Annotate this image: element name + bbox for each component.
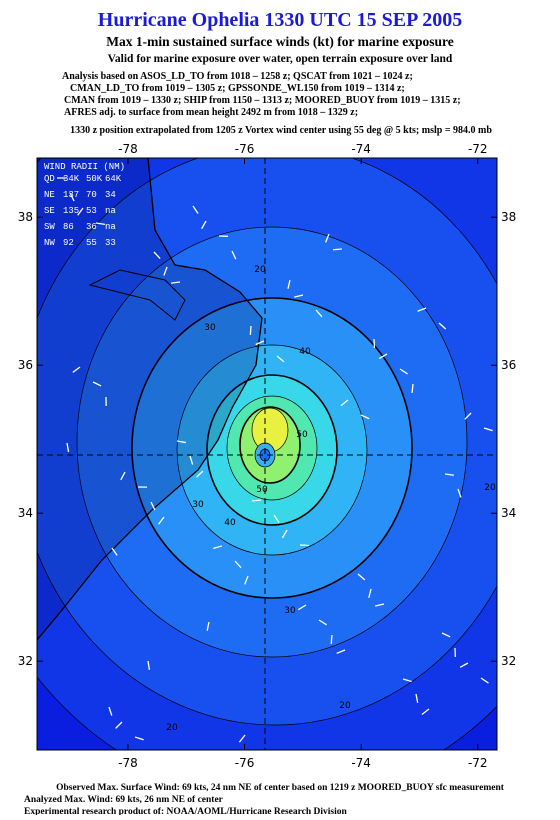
radii-cell: 33 (105, 238, 116, 248)
x-tick-label: -72 (468, 142, 488, 156)
contour-label: 40 (224, 518, 236, 528)
contour-label: 40 (299, 347, 311, 357)
wind-vector (333, 249, 342, 250)
radii-header: 34K (63, 174, 80, 184)
radii-cell: 86 (63, 222, 74, 232)
y-tick-label: 38 (18, 210, 33, 224)
radii-cell: 53 (86, 206, 97, 216)
x-tick-label: -74 (351, 756, 371, 770)
radii-cell: NE (44, 190, 55, 200)
radii-cell: SW (44, 222, 55, 232)
analysis-line: Analysis based on ASOS_LD_TO from 1018 –… (62, 71, 413, 82)
radii-cell: 55 (86, 238, 97, 248)
analysis-line: CMAN from 1019 – 1330 z; SHIP from 1150 … (64, 95, 461, 106)
analysis-line: AFRES adj. to surface from mean height 2… (64, 107, 358, 118)
wind-vector (250, 326, 251, 335)
radii-cell: 135 (63, 206, 79, 216)
x-tick-label: -74 (351, 142, 371, 156)
x-tick-label: -76 (235, 142, 255, 156)
y-tick-label: 32 (501, 654, 516, 668)
note: Valid for marine exposure over water, op… (108, 53, 453, 65)
y-tick-label: 36 (501, 358, 516, 372)
radii-title: WIND RADII (NM) (44, 162, 125, 172)
title: Hurricane Ophelia 1330 UTC 15 SEP 2005 (98, 9, 462, 31)
contour-label: 20 (339, 701, 351, 711)
radii-cell: na (105, 206, 116, 216)
contour-label: 30 (284, 606, 296, 616)
contour-label: 20 (166, 723, 178, 733)
radii-cell: na (105, 222, 116, 232)
y-tick-label: 38 (501, 210, 516, 224)
contour-label: 30 (192, 500, 204, 510)
radii-cell: 70 (86, 190, 97, 200)
radii-header: 50K (86, 174, 103, 184)
y-tick-label: 34 (18, 506, 33, 520)
subtitle: Max 1-min sustained surface winds (kt) f… (106, 34, 454, 49)
radii-cell: 92 (63, 238, 74, 248)
radii-cell: 137 (63, 190, 79, 200)
radii-header: QD (44, 174, 55, 184)
contour-label: 50 (296, 430, 308, 440)
wind-vector (331, 635, 332, 644)
x-tick-label: -78 (118, 756, 138, 770)
x-tick-label: -76 (235, 756, 255, 770)
radii-cell: SE (44, 206, 55, 216)
contour-label: 20 (484, 483, 496, 493)
radii-cell: NW (44, 238, 55, 248)
footer-line: Observed Max. Surface Wind: 69 kts, 24 n… (56, 783, 505, 793)
position-note: 1330 z position extrapolated from 1205 z… (70, 125, 492, 136)
radii-cell: 34 (105, 190, 116, 200)
contour-label: 20 (254, 265, 266, 275)
x-tick-label: -78 (118, 142, 138, 156)
radii-cell: 36 (86, 222, 97, 232)
contour-label: 30 (204, 323, 216, 333)
y-tick-label: 36 (18, 358, 33, 372)
footer-line: Experimental research product of: NOAA/A… (24, 807, 348, 815)
footer-line: Analyzed Max. Wind: 69 kts, 26 nm NE of … (24, 795, 224, 805)
contour-label: 50 (256, 485, 268, 495)
y-tick-label: 32 (18, 654, 33, 668)
x-tick-label: -72 (468, 756, 488, 770)
analysis-line: CMAN_LD_TO from 1019 – 1305 z; GPSSONDE_… (70, 83, 405, 94)
radii-header: 64K (105, 174, 122, 184)
y-tick-label: 34 (501, 506, 516, 520)
